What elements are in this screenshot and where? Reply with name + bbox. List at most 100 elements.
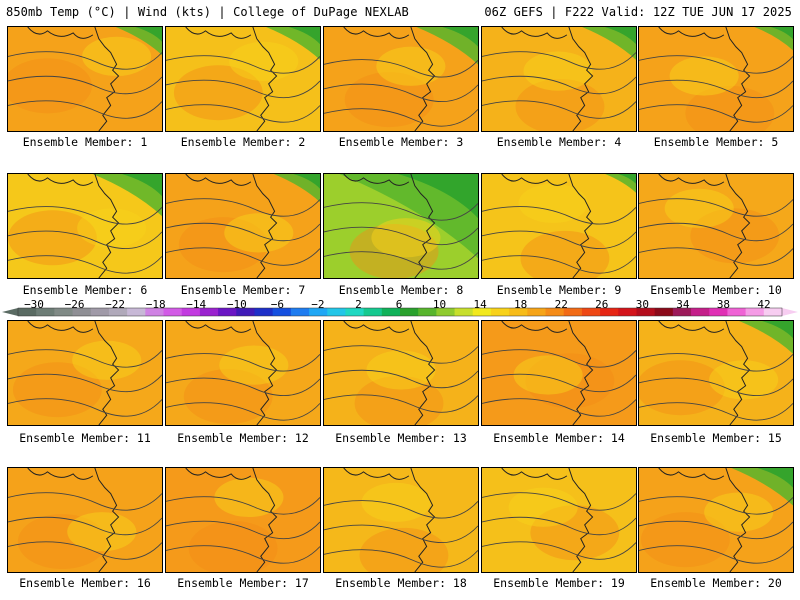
colorbar-tick-label: −10 (226, 298, 247, 311)
ensemble-panel-4 (481, 26, 637, 132)
colorbar-swatch (509, 308, 528, 316)
temperature-colorbar (2, 307, 798, 317)
ensemble-member-label: Ensemble Member: 19 (493, 576, 625, 590)
colorbar-swatch (654, 308, 674, 316)
colorbar-tick-label: −30 (24, 298, 44, 311)
colorbar-tick-label: 22 (554, 298, 568, 311)
ensemble-member-label: Ensemble Member: 14 (493, 431, 625, 445)
ensemble-member-label: Ensemble Member: 18 (335, 576, 467, 590)
colorbar-swatch (290, 308, 310, 316)
ensemble-member-label: Ensemble Member: 3 (338, 135, 464, 149)
colorbar-tick-label: 18 (514, 298, 528, 311)
colorbar-swatch (618, 308, 637, 316)
ensemble-member-label: Ensemble Member: 20 (650, 576, 782, 590)
colorbar-swatch (272, 308, 292, 316)
colorbar-swatch (72, 308, 92, 316)
ensemble-panel-5 (638, 26, 794, 132)
colorbar-swatch (36, 308, 55, 316)
ensemble-panel-14 (481, 320, 637, 426)
chart-title: 850mb Temp (°C) | Wind (kts) | College o… (6, 5, 409, 19)
colorbar-tick-label: 38 (716, 298, 731, 311)
ensemble-panel-17 (165, 467, 321, 573)
colorbar-swatch (436, 308, 456, 316)
colorbar-swatch (763, 308, 783, 316)
colorbar-swatch (163, 308, 183, 316)
ensemble-panel-12 (165, 320, 321, 426)
ensemble-panel-2 (165, 26, 321, 132)
colorbar-swatch (581, 308, 601, 316)
colorbar-swatch (236, 308, 255, 316)
colorbar-tick-label: 2 (355, 298, 362, 311)
ensemble-panel-3 (323, 26, 479, 132)
colorbar-swatch (636, 308, 656, 316)
colorbar-swatch (218, 308, 237, 316)
colorbar-swatch (472, 308, 492, 316)
colorbar-tick-label: 10 (432, 298, 447, 311)
colorbar-tick-label: −6 (270, 298, 284, 311)
colorbar-tick-label: 42 (757, 298, 771, 311)
colorbar-swatch (381, 308, 401, 316)
ensemble-panel-6 (7, 173, 163, 279)
colorbar-tick-label: 14 (473, 298, 487, 311)
colorbar-tick-label: 34 (676, 298, 690, 311)
colorbar-tick-label: 26 (595, 298, 609, 311)
colorbar-swatch (454, 308, 474, 316)
ensemble-member-label: Ensemble Member: 11 (19, 431, 151, 445)
colorbar-swatch (345, 308, 365, 316)
ensemble-panel-18 (323, 467, 479, 573)
ensemble-member-label: Ensemble Member: 2 (180, 135, 306, 149)
ensemble-panel-20 (638, 467, 794, 573)
ensemble-panel-11 (7, 320, 163, 426)
colorbar-swatch (400, 308, 419, 316)
ensemble-member-label: Ensemble Member: 5 (653, 135, 779, 149)
ensemble-member-label: Ensemble Member: 15 (650, 431, 782, 445)
colorbar-max-arrow (782, 308, 798, 316)
colorbar-swatch (199, 308, 219, 316)
ensemble-panel-9 (481, 173, 637, 279)
ensemble-member-label: Ensemble Member: 8 (338, 283, 464, 297)
ensemble-member-label: Ensemble Member: 12 (177, 431, 309, 445)
colorbar-swatch (145, 308, 165, 316)
colorbar-swatch (309, 308, 328, 316)
ensemble-member-label: Ensemble Member: 17 (177, 576, 309, 590)
colorbar-swatch (600, 308, 619, 316)
colorbar-swatch (691, 308, 710, 316)
ensemble-member-label: Ensemble Member: 10 (650, 283, 782, 297)
ensemble-panel-15 (638, 320, 794, 426)
colorbar-swatch (363, 308, 383, 316)
ensemble-panel-10 (638, 173, 794, 279)
ensemble-member-label: Ensemble Member: 13 (335, 431, 467, 445)
colorbar-swatch (18, 308, 37, 316)
ensemble-member-label: Ensemble Member: 9 (496, 283, 622, 297)
colorbar-swatch (709, 308, 728, 316)
run-info: 06Z GEFS | F222 Valid: 12Z TUE JUN 17 20… (484, 5, 792, 19)
colorbar-swatch (745, 308, 765, 316)
colorbar-swatch (254, 308, 274, 316)
ensemble-member-label: Ensemble Member: 4 (496, 135, 622, 149)
colorbar-swatch (108, 308, 128, 316)
colorbar-swatch (727, 308, 747, 316)
colorbar-swatch (563, 308, 583, 316)
ensemble-member-label: Ensemble Member: 16 (19, 576, 151, 590)
colorbar-tick-label: −14 (186, 298, 207, 311)
ensemble-panel-8 (323, 173, 479, 279)
ensemble-member-label: Ensemble Member: 6 (22, 283, 148, 297)
colorbar-min-arrow (2, 308, 18, 316)
colorbar-tick-label: −26 (64, 298, 85, 311)
ensemble-panel-7 (165, 173, 321, 279)
ensemble-panel-16 (7, 467, 163, 573)
colorbar-swatch (672, 308, 692, 316)
colorbar-tick-label: −18 (145, 298, 166, 311)
colorbar-tick-label: 6 (395, 298, 403, 311)
colorbar-swatch (54, 308, 74, 316)
colorbar-tick-label: −22 (105, 298, 126, 311)
colorbar-swatch (418, 308, 437, 316)
colorbar-swatch (127, 308, 146, 316)
ensemble-member-label: Ensemble Member: 1 (22, 135, 148, 149)
colorbar-swatch (181, 308, 201, 316)
colorbar-swatch (545, 308, 565, 316)
colorbar-swatch (90, 308, 110, 316)
ensemble-member-label: Ensemble Member: 7 (180, 283, 306, 297)
colorbar-swatch (327, 308, 346, 316)
ensemble-panel-1 (7, 26, 163, 132)
